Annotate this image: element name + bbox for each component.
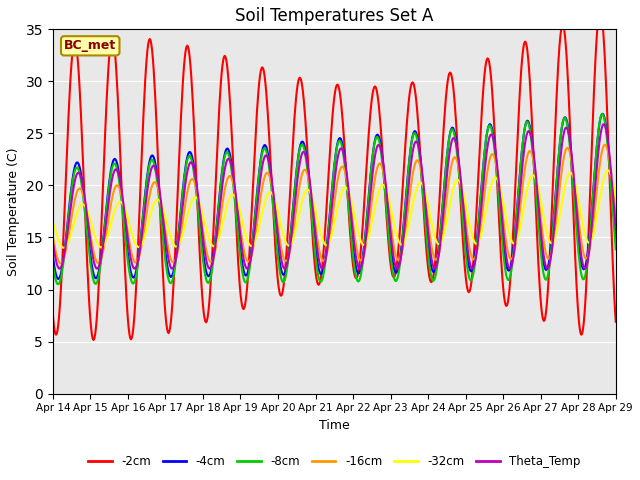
-2cm [326,142,334,148]
Line: -16cm: -16cm [53,144,616,264]
-2cm [561,33,569,38]
-32cm [604,168,612,173]
Line: -4cm: -4cm [53,114,616,279]
X-axis label: Time: Time [319,419,349,432]
-8cm [49,261,57,267]
-8cm [54,281,62,287]
-2cm [49,312,57,318]
-4cm [561,114,569,120]
-2cm [90,337,97,343]
-8cm [598,111,606,117]
Y-axis label: Soil Temperature (C): Soil Temperature (C) [7,147,20,276]
-32cm [173,244,181,250]
-16cm [49,233,57,239]
Legend: -2cm, -4cm, -8cm, -16cm, -32cm, Theta_Temp: -2cm, -4cm, -8cm, -16cm, -32cm, Theta_Te… [83,451,585,473]
-32cm [436,240,444,246]
-4cm [598,111,606,117]
-16cm [612,212,620,218]
-16cm [173,252,181,257]
Title: Soil Temperatures Set A: Soil Temperatures Set A [235,7,433,25]
Theta_Temp [436,238,444,243]
Theta_Temp [198,222,205,228]
-32cm [60,245,68,251]
-2cm [381,191,389,197]
-32cm [381,184,389,190]
Line: -32cm: -32cm [53,170,616,248]
-32cm [561,184,569,190]
Theta_Temp [49,239,57,245]
-8cm [381,190,389,196]
-32cm [198,206,205,212]
Theta_Temp [173,248,181,254]
-2cm [198,281,205,287]
Theta_Temp [326,218,334,224]
-32cm [326,236,334,242]
-2cm [612,319,620,324]
-8cm [561,115,569,120]
Line: -8cm: -8cm [53,114,616,284]
-8cm [326,206,334,212]
Theta_Temp [381,176,389,181]
-16cm [381,179,389,184]
-32cm [49,219,57,225]
-4cm [436,225,444,231]
-2cm [596,8,604,13]
-4cm [173,243,181,249]
-2cm [436,177,444,183]
Theta_Temp [56,266,64,272]
-16cm [57,261,65,266]
-4cm [381,182,389,188]
Theta_Temp [612,225,620,230]
Theta_Temp [600,121,608,127]
-16cm [436,243,444,249]
-16cm [561,150,569,156]
-16cm [601,142,609,147]
-8cm [612,246,620,252]
-32cm [612,194,620,200]
-16cm [198,216,205,222]
Text: BC_met: BC_met [64,39,116,52]
-8cm [198,243,205,249]
Line: Theta_Temp: Theta_Temp [53,124,616,269]
-4cm [49,253,57,259]
-8cm [173,246,181,252]
-4cm [612,235,620,240]
-4cm [54,276,62,282]
-16cm [326,230,334,236]
Theta_Temp [561,126,569,132]
-2cm [173,203,181,209]
-4cm [326,204,334,210]
-4cm [198,234,205,240]
Line: -2cm: -2cm [53,11,616,340]
-8cm [436,228,444,234]
